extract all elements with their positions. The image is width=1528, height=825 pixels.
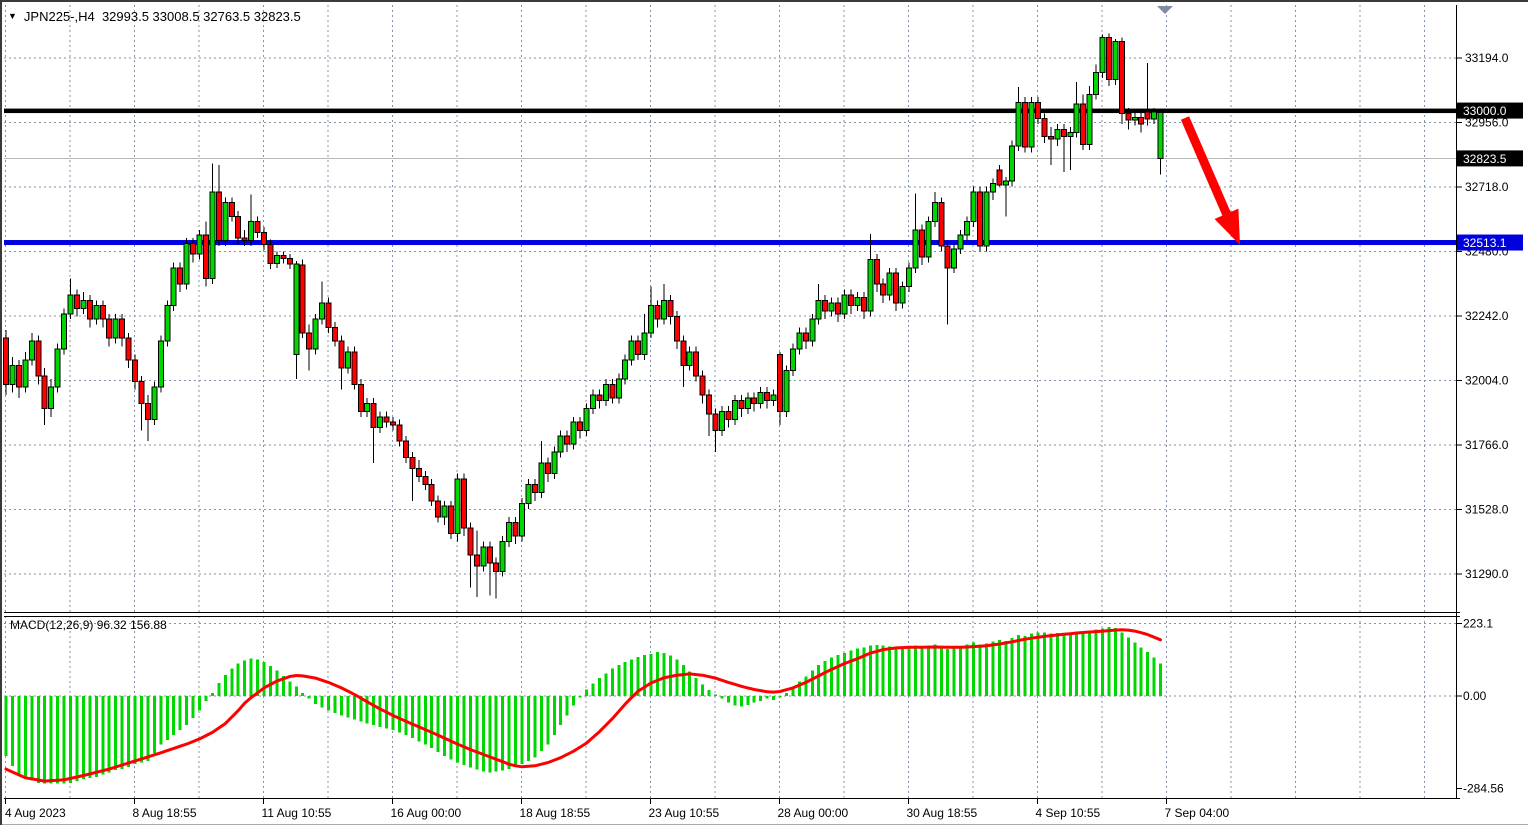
svg-text:16 Aug 00:00: 16 Aug 00:00 [391, 806, 462, 820]
svg-text:0.00: 0.00 [1463, 689, 1487, 703]
trend-arrow-down[interactable] [1180, 116, 1240, 245]
support-line-blue[interactable] [4, 240, 1456, 246]
svg-text:28 Aug 00:00: 28 Aug 00:00 [778, 806, 849, 820]
svg-text:31290.0: 31290.0 [1465, 567, 1509, 581]
svg-text:223.1: 223.1 [1463, 617, 1493, 631]
svg-text:32956.0: 32956.0 [1465, 115, 1509, 129]
pane-borders [2, 5, 1528, 825]
svg-text:4 Sep 10:55: 4 Sep 10:55 [1036, 806, 1101, 820]
svg-text:4 Aug 2023: 4 Aug 2023 [5, 806, 66, 820]
macd-indicator-label: MACD(12,26,9) 96.32 156.88 [10, 618, 167, 632]
svg-text:32823.5: 32823.5 [1463, 152, 1507, 166]
svg-text:33194.0: 33194.0 [1465, 51, 1509, 65]
chart-title-ohlc: JPN225-,H4 32993.5 33008.5 32763.5 32823… [23, 9, 301, 24]
svg-text:8 Aug 18:55: 8 Aug 18:55 [133, 806, 197, 820]
horizontal-gridlines [4, 57, 1456, 697]
svg-text:32004.0: 32004.0 [1465, 373, 1509, 387]
price-label-box: 33000.0 [1457, 102, 1523, 119]
svg-text:32242.0: 32242.0 [1465, 309, 1509, 323]
resistance-line-black[interactable] [4, 108, 1456, 114]
svg-text:32718.0: 32718.0 [1465, 180, 1509, 194]
svg-text:30 Aug 18:55: 30 Aug 18:55 [907, 806, 978, 820]
macd-histogram [4, 627, 1163, 784]
macd-signal-line [4, 628, 1162, 783]
svg-text:31766.0: 31766.0 [1465, 438, 1509, 452]
price-label-box: 32513.1 [1457, 234, 1523, 251]
symbol-dropdown-icon[interactable]: ▼ [8, 11, 17, 21]
svg-text:18 Aug 18:55: 18 Aug 18:55 [520, 806, 591, 820]
current-bar-marker-icon [1157, 6, 1173, 14]
chart-title-row: ▼ JPN225-,H4 32993.5 33008.5 32763.5 328… [8, 9, 301, 24]
svg-text:32513.1: 32513.1 [1463, 236, 1507, 250]
svg-text:33000.0: 33000.0 [1463, 104, 1507, 118]
svg-text:23 Aug 10:55: 23 Aug 10:55 [649, 806, 720, 820]
svg-text:7 Sep 04:00: 7 Sep 04:00 [1165, 806, 1230, 820]
price-label-box: 32823.5 [1457, 150, 1523, 167]
svg-text:11 Aug 10:55: 11 Aug 10:55 [262, 806, 332, 820]
svg-text:-284.56: -284.56 [1463, 781, 1504, 795]
svg-text:31528.0: 31528.0 [1465, 502, 1509, 516]
candles-layer [3, 33, 1164, 599]
time-axis: 4 Aug 2023 8 Aug 18:55 11 Aug 10:55 16 Aug … [5, 799, 1230, 820]
